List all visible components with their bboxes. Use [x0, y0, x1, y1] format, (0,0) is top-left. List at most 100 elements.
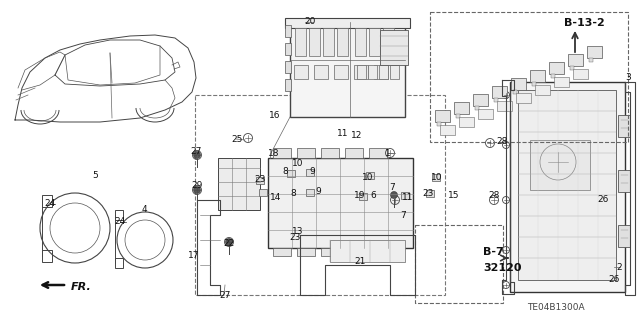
Bar: [437, 122, 441, 126]
Text: FR.: FR.: [71, 282, 92, 292]
Text: 28: 28: [488, 191, 500, 201]
Text: 32120: 32120: [483, 263, 522, 273]
Bar: [374, 65, 388, 79]
Text: 28: 28: [496, 137, 508, 146]
Text: 10: 10: [431, 174, 443, 182]
Bar: [357, 65, 366, 79]
Bar: [587, 46, 602, 58]
Text: 11: 11: [403, 194, 413, 203]
Bar: [530, 140, 590, 190]
Text: 3: 3: [625, 73, 631, 83]
Text: 11: 11: [337, 129, 349, 137]
Text: 26: 26: [608, 276, 620, 285]
Circle shape: [225, 239, 232, 246]
Bar: [273, 148, 291, 158]
Bar: [456, 114, 460, 118]
Bar: [321, 248, 339, 256]
Bar: [618, 225, 630, 247]
Bar: [432, 174, 440, 181]
Text: 16: 16: [269, 110, 281, 120]
Bar: [259, 189, 267, 196]
Bar: [366, 172, 374, 179]
Text: 21: 21: [355, 257, 365, 266]
Bar: [345, 248, 363, 256]
Bar: [321, 148, 339, 158]
Bar: [285, 25, 291, 37]
Bar: [218, 158, 260, 210]
Bar: [337, 28, 348, 56]
Text: 7: 7: [400, 211, 406, 219]
Bar: [369, 248, 387, 256]
Bar: [379, 65, 388, 79]
Bar: [256, 177, 264, 184]
Text: 9: 9: [309, 167, 315, 176]
Bar: [42, 250, 52, 262]
Bar: [549, 62, 564, 74]
Text: 20: 20: [304, 18, 316, 26]
Bar: [306, 169, 314, 176]
Bar: [115, 258, 123, 268]
Text: 23: 23: [289, 233, 301, 241]
Text: 6: 6: [370, 191, 376, 201]
Text: 10: 10: [292, 159, 304, 167]
Bar: [511, 78, 526, 90]
Bar: [440, 125, 455, 135]
Bar: [454, 102, 469, 114]
Bar: [530, 70, 545, 82]
Bar: [513, 90, 517, 94]
Bar: [345, 148, 363, 158]
Bar: [459, 117, 474, 127]
Bar: [359, 193, 367, 200]
Text: 4: 4: [141, 205, 147, 214]
Bar: [273, 248, 291, 256]
Text: 7: 7: [389, 183, 395, 192]
Bar: [355, 28, 366, 56]
Bar: [554, 77, 569, 87]
Text: 9: 9: [315, 188, 321, 197]
Text: 17: 17: [188, 250, 200, 259]
Bar: [473, 94, 488, 106]
Bar: [415, 225, 503, 303]
Text: 27: 27: [190, 146, 202, 155]
Bar: [295, 28, 306, 56]
Bar: [354, 65, 368, 79]
Bar: [426, 190, 434, 197]
Bar: [478, 109, 493, 119]
Bar: [435, 110, 450, 122]
Bar: [309, 28, 320, 56]
Bar: [568, 54, 583, 66]
Bar: [297, 148, 315, 158]
Bar: [195, 95, 445, 295]
Bar: [323, 28, 334, 56]
Text: 29: 29: [191, 181, 203, 189]
Bar: [115, 210, 123, 220]
Bar: [551, 74, 555, 78]
Text: 8: 8: [290, 189, 296, 197]
Bar: [390, 65, 399, 79]
Bar: [334, 65, 348, 79]
Text: 23: 23: [254, 175, 266, 184]
Text: 13: 13: [292, 227, 304, 236]
Bar: [618, 170, 630, 192]
Bar: [285, 18, 410, 28]
Bar: [287, 170, 295, 177]
Bar: [535, 85, 550, 95]
Bar: [475, 106, 479, 110]
Bar: [285, 79, 291, 91]
Bar: [285, 43, 291, 55]
Bar: [294, 65, 308, 79]
Bar: [492, 86, 507, 98]
Bar: [285, 61, 291, 73]
Bar: [532, 82, 536, 86]
Text: 2: 2: [616, 263, 622, 271]
Bar: [383, 28, 394, 56]
Bar: [268, 158, 413, 248]
Bar: [369, 148, 387, 158]
Bar: [290, 22, 405, 117]
Bar: [573, 69, 588, 79]
Text: B-7: B-7: [483, 247, 504, 257]
Text: 23: 23: [422, 189, 434, 197]
Bar: [401, 192, 409, 199]
Text: TE04B1300A: TE04B1300A: [527, 303, 585, 313]
Text: 12: 12: [351, 130, 363, 139]
